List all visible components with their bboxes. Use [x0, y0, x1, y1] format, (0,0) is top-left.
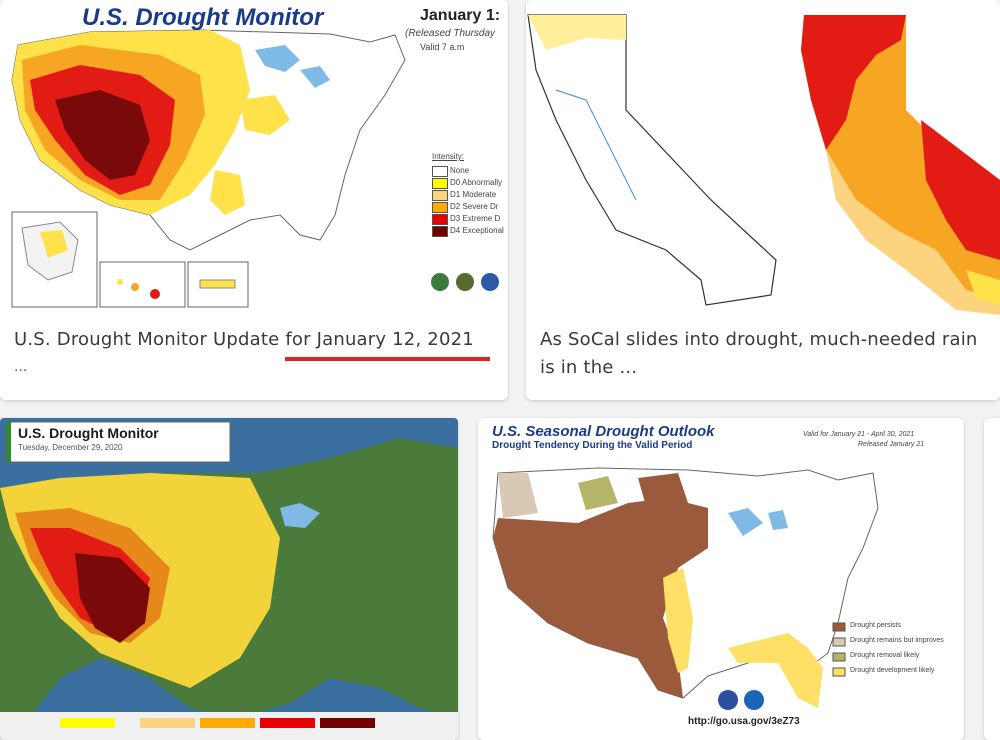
- drought-monitor-map-1: [0, 0, 508, 315]
- drought-monitor-map-2: [0, 418, 458, 740]
- legend-label: Drought persists: [850, 622, 901, 629]
- result-caption-line2[interactable]: is in the ...: [540, 357, 638, 378]
- legend-swatch: [432, 166, 448, 177]
- legend-label: Drought removal likely: [850, 652, 920, 659]
- map-released: (Released Thursday: [405, 28, 496, 39]
- legend-swatch: [432, 214, 448, 225]
- map-subtitle: Drought Tendency During the Valid Period: [492, 440, 693, 451]
- legend-swatch: [432, 178, 448, 189]
- map-url: http://go.usa.gov/3eZ73: [688, 716, 800, 727]
- legend-label: D0 Abnormally: [450, 178, 503, 187]
- map-date: Tuesday, December 29, 2020: [18, 443, 123, 452]
- legend-swatch: [432, 226, 448, 237]
- legend-label: D3 Extreme D: [450, 214, 501, 223]
- legend-heading: Intensity:: [432, 152, 465, 161]
- result-card-2[interactable]: As SoCal slides into drought, much-neede…: [526, 0, 1000, 400]
- result-caption[interactable]: As SoCal slides into drought, much-neede…: [540, 329, 978, 350]
- released-date: Released January 21: [858, 441, 925, 448]
- california-map: [526, 0, 1000, 315]
- legend-swatch: [432, 190, 448, 201]
- map-date: January 1:: [420, 7, 501, 24]
- legend-label: Drought remains but improves: [850, 637, 944, 644]
- result-card-3[interactable]: U.S. Drought Monitor Tuesday, December 2…: [0, 418, 458, 740]
- map-title: U.S. Seasonal Drought Outlook: [492, 423, 715, 440]
- result-caption-ellipsis: ...: [14, 358, 28, 375]
- seasonal-drought-outlook-map: [478, 418, 964, 740]
- result-card-5-partial[interactable]: [984, 418, 1000, 740]
- valid-dates: Valid for January 21 - April 30, 2021: [803, 431, 915, 438]
- legend-label: D2 Severe Dr: [450, 202, 499, 211]
- map-title: U.S. Drought Monitor: [18, 425, 159, 441]
- map-valid: Valid 7 a.m: [420, 42, 465, 52]
- legend-label: D4 Exceptional: [450, 226, 504, 235]
- map-title: U.S. Drought Monitor: [82, 4, 324, 31]
- legend-label: D1 Moderate: [450, 190, 497, 199]
- result-card-4[interactable]: U.S. Seasonal Drought Outlook Drought Te…: [478, 418, 964, 740]
- result-caption[interactable]: U.S. Drought Monitor Update for January …: [14, 329, 474, 350]
- result-card-1[interactable]: U.S. Drought Monitor January 1: (Release…: [0, 0, 508, 400]
- legend-swatch: [432, 202, 448, 213]
- legend-label: None: [450, 166, 470, 175]
- legend-label: Drought development likely: [850, 667, 935, 674]
- highlight-underline: [285, 357, 490, 361]
